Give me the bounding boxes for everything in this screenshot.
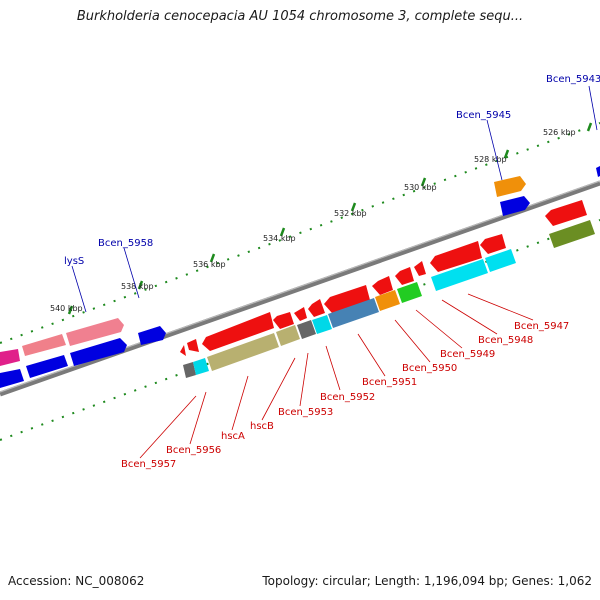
gene-arrow-reverse [180, 345, 186, 356]
gene-label-Bcen_5953: Bcen_5953 [278, 407, 333, 418]
gene-label-Bcen_5943: Bcen_5943 [546, 74, 600, 85]
gene-arrow-hscA [202, 312, 274, 351]
gene-arrow-forward [0, 349, 20, 366]
major-tick-536 [209, 253, 216, 263]
gene-block [328, 298, 379, 328]
gene-block [549, 220, 595, 248]
map-title: Burkholderia cenocepacia AU 1054 chromos… [76, 9, 524, 24]
accession-text: Accession: NC_008062 [8, 574, 145, 588]
scale-label-532: 532 kbp [334, 209, 367, 218]
scale-label-538: 538 kbp [121, 282, 154, 291]
major-tick-538 [137, 280, 144, 290]
gene-arrow-forward [22, 334, 66, 356]
gene-arrow-forward [596, 166, 600, 177]
major-tick-528 [503, 149, 510, 159]
gene-arrow-reverse [183, 362, 196, 378]
gene-label-Bcen_5948: Bcen_5948 [478, 335, 533, 346]
gene-arrow-hscB [273, 312, 294, 329]
gene-block-hscA [207, 333, 279, 371]
scale-label-528: 528 kbp [474, 155, 507, 164]
scale-label-540: 540 kbp [50, 304, 83, 313]
gene-arrow-reverse [324, 285, 370, 313]
gene-arrow-forward [500, 196, 530, 216]
gene-arrow-forward [138, 326, 166, 345]
gene-label-Bcen_5956: Bcen_5956 [166, 445, 221, 456]
gene-label-Bcen_5952: Bcen_5952 [320, 392, 375, 403]
gene-block [297, 320, 316, 339]
gene-block [312, 315, 332, 334]
gene-label-Bcen_5945: Bcen_5945 [456, 110, 511, 121]
gene-block [375, 290, 400, 311]
gene-block [397, 282, 422, 303]
gene-block [485, 249, 516, 272]
gene-arrow-reverse [372, 276, 393, 295]
gene-label-lysS: lysS [64, 256, 84, 267]
gene-arrow-reverse [430, 241, 482, 272]
gene-arrow-reverse [308, 299, 325, 317]
gene-arrow-reverse [480, 234, 506, 254]
gene-arrow-reverse [395, 267, 414, 285]
gene-arrow-reverse [414, 261, 426, 276]
major-tick-526 [586, 122, 593, 132]
gene-arrow-reverse [545, 200, 587, 226]
gene-label-Bcen_5947: Bcen_5947 [514, 321, 569, 332]
gene-block [431, 259, 488, 291]
top-label-leaders [71, 85, 598, 313]
gene-arrow-forward [494, 176, 526, 197]
major-tick-530 [420, 177, 427, 187]
scale-label-536: 536 kbp [193, 260, 226, 269]
gene-arrow-reverse [294, 307, 307, 321]
gene-arrow-reverse [187, 339, 199, 352]
topology-text: Topology: circular; Length: 1,196,094 bp… [262, 574, 592, 588]
outer-scale-track [0, 122, 600, 344]
gene-label-Bcen_5949: Bcen_5949 [440, 349, 495, 360]
gene-arrow-forward [0, 369, 24, 388]
chromosome-backbone [0, 180, 600, 397]
gene-label-Bcen_5951: Bcen_5951 [362, 377, 417, 388]
gene-arrow-forward [26, 355, 68, 378]
gene-label-Bcen_5958: Bcen_5958 [98, 238, 153, 249]
scale-label-526: 526 kbp [543, 128, 576, 137]
forward-strand-genes [0, 166, 600, 388]
scale-label-534: 534 kbp [263, 234, 296, 243]
scale-major-ticks [67, 122, 593, 315]
gene-arrow-forward [66, 318, 124, 346]
scale-label-530: 530 kbp [404, 183, 437, 192]
gene-label-Bcen_5957: Bcen_5957 [121, 459, 176, 470]
gene-block-hscB [276, 325, 300, 346]
gene-label-hscA: hscA [221, 431, 245, 442]
gene-label-Bcen_5950: Bcen_5950 [402, 363, 457, 374]
bottom-label-leaders [139, 293, 534, 459]
major-tick-532 [350, 202, 357, 212]
gene-arrow-reverse [193, 358, 209, 375]
gene-arrow-forward [70, 338, 127, 366]
reverse-strand-genes [180, 200, 595, 378]
major-tick-540 [67, 305, 74, 315]
major-tick-534 [279, 227, 286, 237]
gene-label-hscB: hscB [250, 421, 274, 432]
